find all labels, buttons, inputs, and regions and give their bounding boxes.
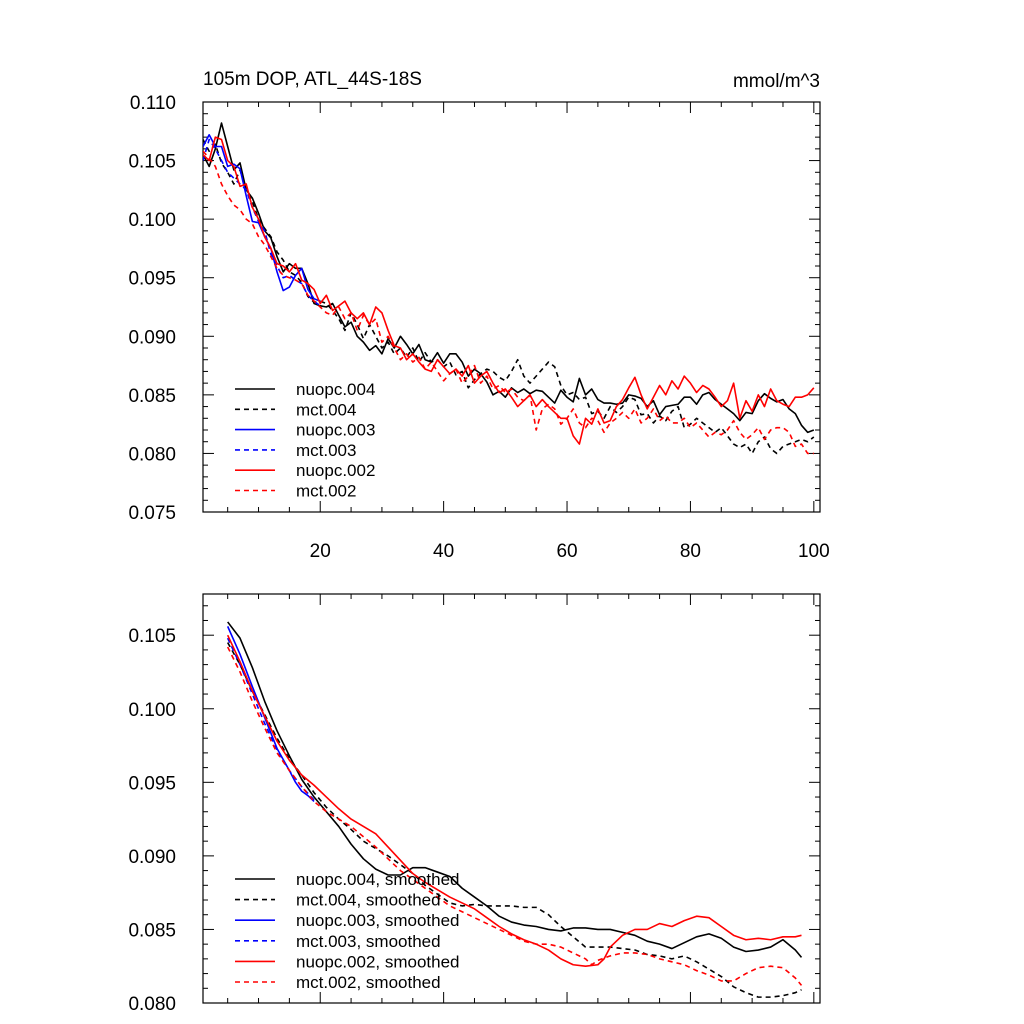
y-tick-label: 0.085	[128, 920, 176, 941]
x-tick-label: 20	[310, 541, 331, 562]
legend-label: mct.004, smoothed	[296, 891, 441, 910]
x-tick-label: 80	[680, 541, 701, 562]
legend-label: nuopc.004, smoothed	[296, 870, 460, 889]
chart-title: 105m DOP, ATL_44S-18S	[203, 69, 422, 90]
legend-label: mct.002	[296, 482, 356, 501]
legend-label: mct.003, smoothed	[296, 932, 441, 951]
legend-label: mct.003	[296, 441, 356, 460]
x-tick-label: 60	[556, 541, 577, 562]
x-tick-label: 100	[798, 541, 830, 562]
series-line-nuopc-002-smoothed	[226, 634, 802, 968]
y-tick-label: 0.090	[128, 847, 176, 868]
legend-label: nuopc.003, smoothed	[296, 911, 460, 930]
y-tick-label: 0.075	[128, 503, 176, 524]
top-panel: 20 40 60 80 100 0.075 0.080 0.085 0.090 0.095 0.10…	[128, 93, 829, 562]
y-tick-label: 0.110	[130, 93, 176, 114]
series-line-mct-004-smoothed	[226, 642, 802, 998]
x-tick-label: 40	[433, 541, 454, 562]
plot-frame	[202, 593, 821, 1004]
y-tick-label: 0.080	[128, 444, 176, 465]
series-line-nuopc-002	[203, 136, 815, 445]
y-tick-label: 0.105	[128, 626, 176, 647]
y-tick-label: 0.100	[128, 700, 176, 721]
legend-label: mct.002, smoothed	[296, 973, 441, 992]
legend-label: nuopc.004	[296, 380, 375, 399]
series-group	[203, 122, 815, 455]
series-line-mct-002	[203, 150, 814, 455]
legend-label: nuopc.002, smoothed	[296, 952, 460, 971]
series-group	[226, 621, 803, 998]
y-tick-label: 0.100	[128, 210, 176, 231]
y-tick-label: 0.080	[128, 994, 176, 1015]
legend-label: nuopc.003	[296, 421, 375, 440]
y-tick-label: 0.105	[128, 152, 176, 173]
y-tick-label: 0.090	[128, 327, 176, 348]
y-tick-label: 0.085	[128, 386, 176, 407]
bottom-panel: 0.080 0.085 0.090 0.095 0.100 0.105 nuopc.004,…	[128, 593, 821, 1015]
plot-frame	[202, 101, 821, 513]
series-line-mct-003	[203, 138, 321, 307]
units-label: mmol/m^3	[733, 71, 820, 92]
legend-label: mct.004	[296, 400, 356, 419]
legend-label: nuopc.002	[296, 461, 375, 480]
series-line-nuopc-003-smoothed	[226, 626, 315, 803]
y-tick-label: 0.095	[128, 773, 176, 794]
y-tick-label: 0.095	[128, 269, 176, 290]
